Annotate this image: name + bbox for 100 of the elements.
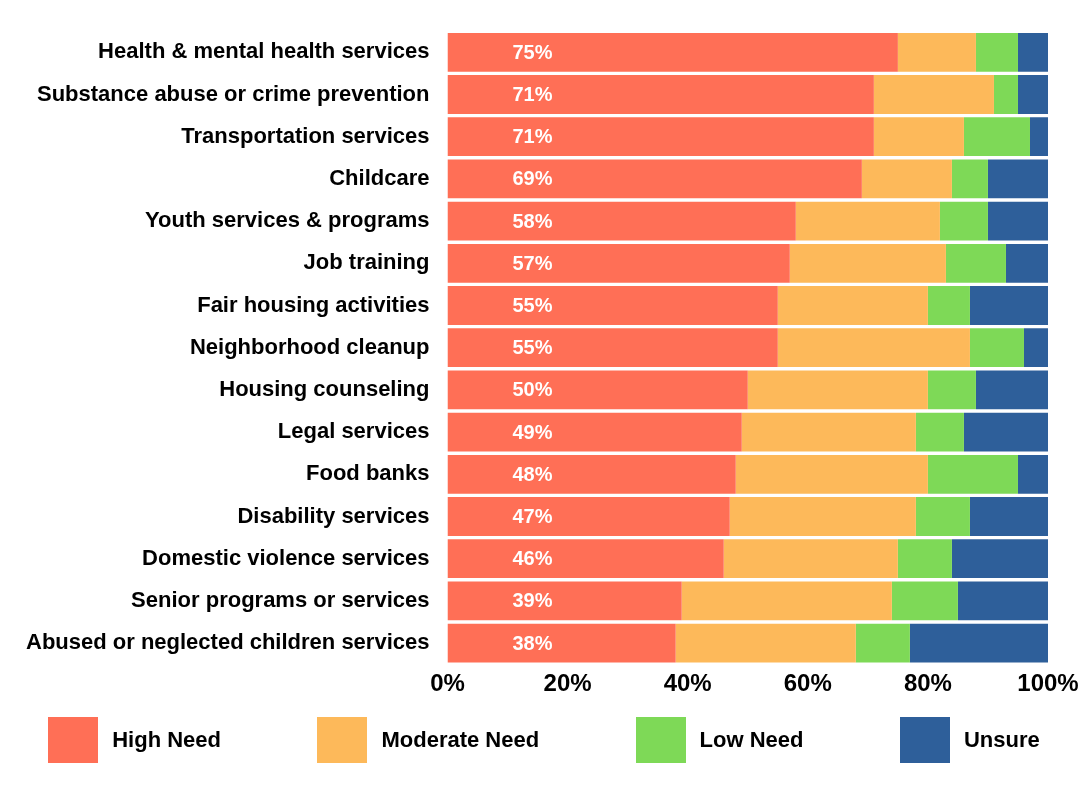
data-label: 75% <box>512 40 553 63</box>
bar <box>927 370 976 410</box>
bar <box>873 75 994 114</box>
data-label: 71% <box>512 125 553 148</box>
legend-label: High Need <box>112 727 222 753</box>
bar <box>927 454 1018 494</box>
bar <box>675 623 856 663</box>
bar <box>1017 454 1048 494</box>
data-label: 47% <box>512 505 553 528</box>
bar <box>447 201 796 241</box>
bar <box>993 75 1018 114</box>
y-tick-label: Health & mental health services <box>98 38 430 64</box>
bar <box>447 286 778 325</box>
bar <box>987 201 1048 241</box>
bar <box>915 497 970 536</box>
bar <box>987 159 1048 199</box>
legend-label: Low Need <box>699 727 804 753</box>
bar <box>897 539 952 579</box>
x-tick-label: 40% <box>663 669 712 697</box>
bar <box>1005 243 1048 283</box>
bar <box>681 581 892 621</box>
data-label: 55% <box>512 294 553 317</box>
data-label: 48% <box>512 462 553 485</box>
bar <box>927 286 970 325</box>
bar <box>723 539 898 579</box>
bar <box>945 243 1006 283</box>
y-tick-label: Childcare <box>329 164 430 190</box>
bar <box>1023 328 1048 368</box>
bar <box>447 623 676 663</box>
bar <box>747 370 928 410</box>
bar <box>447 32 898 72</box>
bar <box>969 497 1048 536</box>
data-label: 39% <box>512 589 553 612</box>
data-label: 57% <box>512 251 553 274</box>
y-tick-label: Job training <box>303 249 430 275</box>
data-label: 38% <box>512 631 553 654</box>
bar <box>969 286 1048 325</box>
x-tick-label: 80% <box>903 669 952 697</box>
bar <box>855 623 910 663</box>
y-tick-label: Housing counseling <box>219 375 430 401</box>
y-tick-label: Transportation services <box>181 122 430 148</box>
bar <box>1017 75 1048 114</box>
bar <box>861 159 952 199</box>
bar <box>735 454 928 494</box>
bar <box>789 243 946 283</box>
bar <box>1029 117 1048 157</box>
legend-label: Moderate Need <box>381 727 540 753</box>
bar <box>447 243 790 283</box>
bar <box>1017 32 1048 72</box>
bar <box>975 32 1018 72</box>
x-tick-label: 20% <box>543 669 592 697</box>
bar <box>795 201 940 241</box>
bar <box>447 581 682 621</box>
x-tick-label: 60% <box>783 669 832 697</box>
bar <box>447 497 730 536</box>
bar <box>741 412 916 452</box>
y-tick-label: Legal services <box>277 418 430 444</box>
y-tick-label: Youth services & programs <box>145 207 430 233</box>
bar <box>447 75 874 114</box>
bar <box>447 117 874 157</box>
bar <box>447 159 862 199</box>
bar <box>951 539 1048 579</box>
y-tick-label: Domestic violence services <box>142 544 430 570</box>
bar <box>447 412 742 452</box>
bar <box>447 328 778 368</box>
bar <box>891 581 958 621</box>
bar <box>975 370 1048 410</box>
data-label: 69% <box>512 167 553 190</box>
bar <box>777 286 928 325</box>
bar <box>963 117 1030 157</box>
bar <box>447 370 748 410</box>
x-tick-label: 100% <box>1017 669 1079 697</box>
x-tick-label: 0% <box>430 669 465 697</box>
bar <box>897 32 976 72</box>
data-label: 49% <box>512 420 553 443</box>
bar <box>951 159 988 199</box>
bar <box>447 539 724 579</box>
bar <box>939 201 988 241</box>
data-label: 58% <box>512 209 553 232</box>
bar <box>873 117 964 157</box>
legend-label: Unsure <box>963 727 1040 753</box>
bar <box>777 328 970 368</box>
y-tick-label: Food banks <box>306 460 430 486</box>
y-tick-label: Senior programs or services <box>131 586 430 612</box>
data-label: 71% <box>512 83 553 106</box>
bar <box>957 581 1048 621</box>
data-label: 46% <box>512 547 553 570</box>
y-tick-label: Neighborhood cleanup <box>189 333 430 359</box>
data-label: 55% <box>512 336 553 359</box>
bar <box>915 412 964 452</box>
data-label: 50% <box>512 378 553 401</box>
bar <box>447 454 736 494</box>
bar <box>729 497 916 536</box>
bar <box>969 328 1024 368</box>
bar <box>963 412 1048 452</box>
y-tick-label: Disability services <box>237 502 430 528</box>
y-tick-label: Substance abuse or crime prevention <box>37 80 430 106</box>
y-tick-label: Abused or neglected children services <box>25 629 430 655</box>
bar <box>909 623 1048 663</box>
y-tick-label: Fair housing activities <box>197 291 430 317</box>
